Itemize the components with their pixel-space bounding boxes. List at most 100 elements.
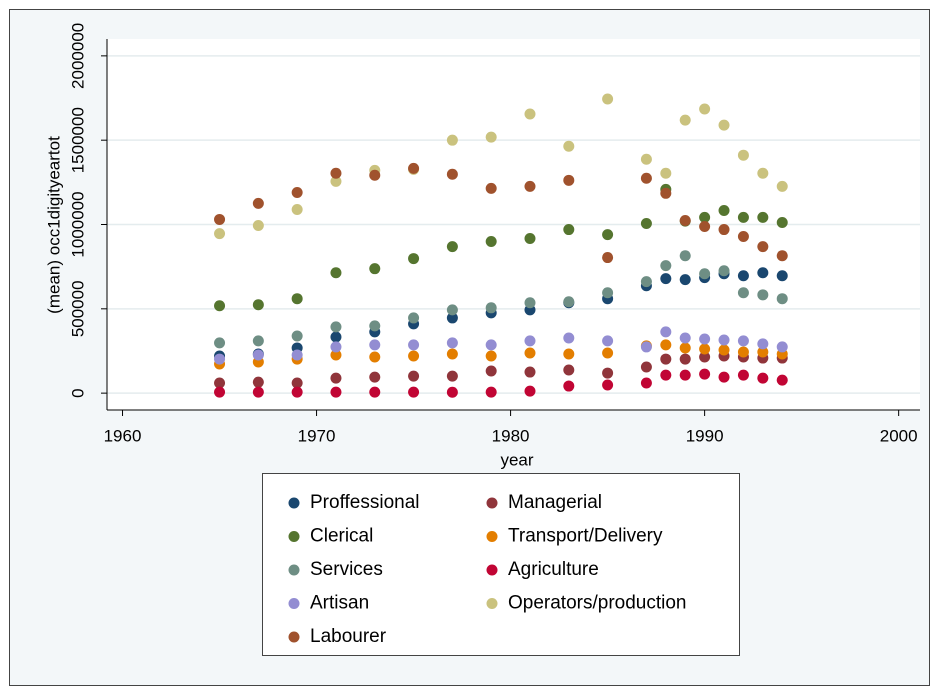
legend-marker [288,631,300,643]
legend-label: Transport/Delivery [508,526,663,547]
point [330,321,342,333]
point [718,119,730,131]
x-axis-title: year [500,450,533,469]
point [291,203,303,215]
y-tick-label: 2000000 [68,23,87,89]
point [602,335,614,347]
point [524,108,536,120]
point [214,377,226,389]
point [660,187,672,199]
y-axis-title: (mean) occ1digityeartot [44,136,63,314]
point [485,302,497,314]
legend-marker [486,598,498,609]
y-tick-label: 0 [68,388,87,397]
point [563,364,575,376]
point [563,348,575,360]
legend-label: Clerical [310,526,373,547]
point [699,351,711,363]
point [291,330,303,342]
point [776,270,788,282]
point [640,341,652,353]
point [757,167,769,179]
point [757,372,769,384]
point [640,153,652,165]
x-tick-label: 1980 [492,426,530,445]
point [524,366,536,378]
point [563,140,575,152]
point [660,369,672,381]
point [757,338,769,350]
point [485,182,497,194]
point [252,299,264,311]
point [214,213,226,225]
point [660,260,672,272]
point [679,274,691,286]
point [718,224,730,236]
point [408,350,420,362]
point [446,370,458,382]
point [737,149,749,161]
legend-marker [486,564,498,576]
point [679,369,691,381]
point [776,374,788,386]
point [291,186,303,198]
point [563,332,575,344]
point [640,172,652,184]
point [524,232,536,244]
point [214,228,226,240]
point [640,217,652,229]
point [330,267,342,279]
point [408,339,420,351]
point [214,386,226,398]
point [737,335,749,347]
point [369,320,381,332]
point [524,297,536,309]
point [757,289,769,301]
legend-marker [288,531,300,542]
point [563,224,575,236]
legend-label: Operators/production [508,593,687,614]
point [446,134,458,146]
legend: Proffessional Managerial Clerical Transport… [288,492,687,647]
point [408,370,420,382]
point [679,114,691,126]
point [757,211,769,223]
point [563,380,575,392]
point [214,337,226,349]
point [757,267,769,279]
point [408,312,420,324]
point [699,211,711,223]
legend-label: Managerial [508,492,602,513]
point [369,169,381,181]
point [660,339,672,351]
point [446,348,458,360]
point [718,334,730,346]
point [446,168,458,180]
point [776,341,788,353]
point [369,339,381,351]
y-tick-label: 500000 [68,280,87,337]
y-tick-label: 1500000 [68,107,87,173]
point [679,342,691,354]
point [776,250,788,262]
x-tick-label: 1970 [298,426,336,445]
point [408,386,420,398]
point [291,349,303,361]
point [776,180,788,192]
point [699,333,711,345]
point [369,386,381,398]
point [330,175,342,187]
point [485,131,497,143]
point [679,332,691,344]
point [485,365,497,377]
point [640,361,652,373]
point [214,300,226,312]
point [737,369,749,381]
point [291,377,303,389]
legend-marker [288,598,300,609]
point [408,253,420,265]
point [330,349,342,361]
point [699,368,711,380]
point [737,230,749,242]
point [757,241,769,253]
